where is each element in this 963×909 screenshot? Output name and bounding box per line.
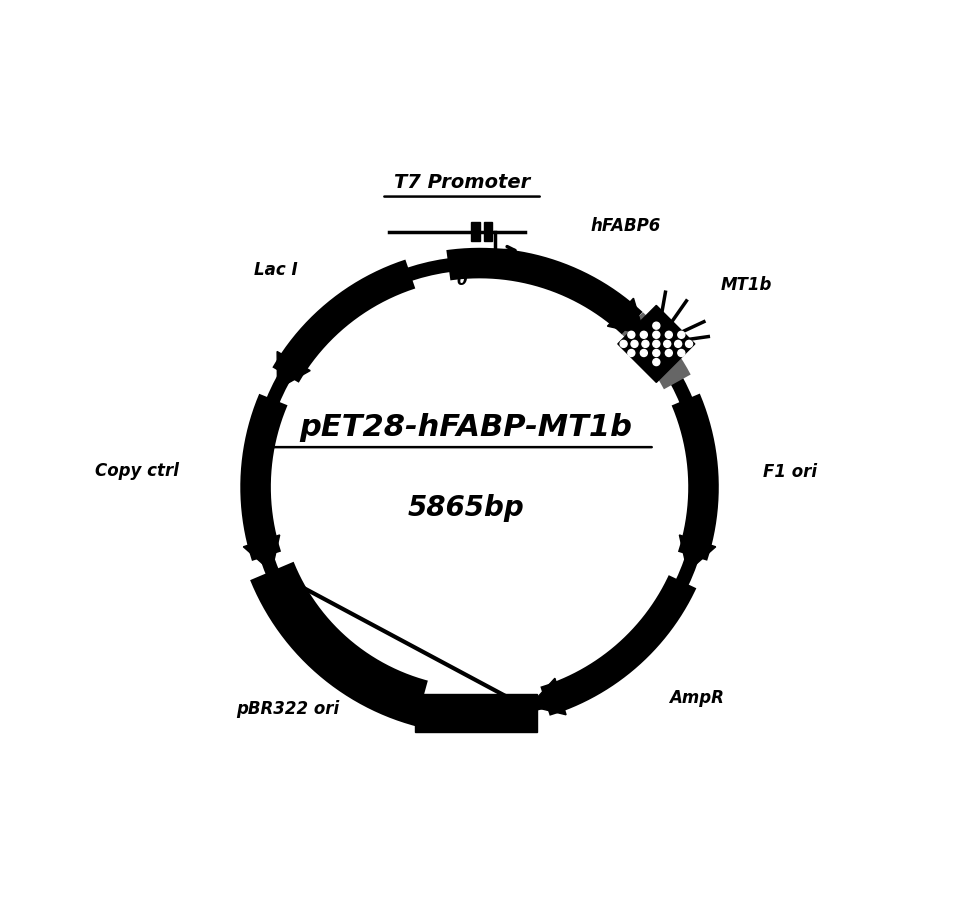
Circle shape <box>653 331 660 338</box>
Text: hFABP6: hFABP6 <box>590 217 661 235</box>
Text: pET28-hFABP-MT1b: pET28-hFABP-MT1b <box>299 413 632 442</box>
Circle shape <box>620 340 627 347</box>
Text: MT1b: MT1b <box>721 275 772 294</box>
Bar <box>471 223 481 241</box>
Circle shape <box>631 340 638 347</box>
Circle shape <box>665 331 672 338</box>
Polygon shape <box>608 298 644 335</box>
Bar <box>415 694 537 733</box>
Polygon shape <box>618 305 695 383</box>
Text: Lac I: Lac I <box>253 261 298 279</box>
Text: pBR322 ori: pBR322 ori <box>236 700 339 718</box>
Polygon shape <box>277 352 310 389</box>
Circle shape <box>653 340 660 347</box>
Circle shape <box>640 331 647 338</box>
Circle shape <box>628 349 635 356</box>
Circle shape <box>664 340 670 347</box>
Text: F1 ori: F1 ori <box>763 464 817 481</box>
Circle shape <box>653 358 660 365</box>
Bar <box>484 223 492 241</box>
Text: 5865bp: 5865bp <box>407 494 524 522</box>
Circle shape <box>640 349 647 356</box>
Text: AmpR: AmpR <box>669 689 724 706</box>
Circle shape <box>665 349 672 356</box>
Circle shape <box>653 349 660 356</box>
Polygon shape <box>530 678 566 714</box>
Text: 0: 0 <box>456 273 467 288</box>
Circle shape <box>678 349 685 356</box>
Text: T7 Promoter: T7 Promoter <box>394 173 531 192</box>
Circle shape <box>678 331 685 338</box>
Circle shape <box>675 340 682 347</box>
Circle shape <box>686 340 692 347</box>
Circle shape <box>653 322 660 329</box>
Polygon shape <box>679 535 716 572</box>
Polygon shape <box>244 535 279 572</box>
Circle shape <box>628 331 635 338</box>
Circle shape <box>642 340 649 347</box>
Text: Copy ctrl: Copy ctrl <box>95 463 179 480</box>
